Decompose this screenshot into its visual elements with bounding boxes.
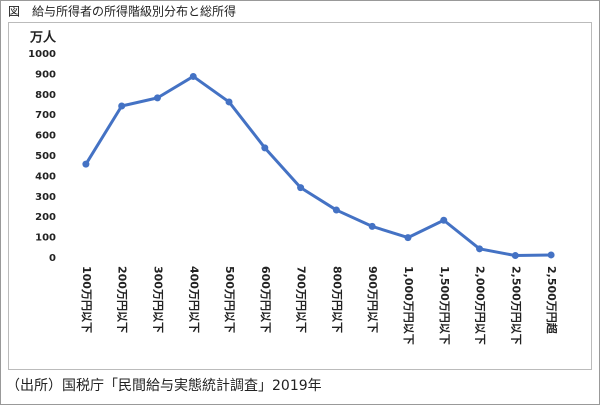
- y-tick-label: 200: [35, 212, 56, 223]
- x-tick-label: 700万円以下: [295, 266, 308, 333]
- y-tick-label: 700: [35, 110, 56, 121]
- data-point: [153, 94, 161, 102]
- data-line: [84, 74, 552, 258]
- chart-title: 図 給与所得者の所得階級別分布と総所得: [8, 4, 236, 19]
- x-tick-label: 200万円以下: [116, 266, 129, 333]
- x-tick-label: 600万円以下: [259, 266, 272, 333]
- data-point: [225, 98, 233, 106]
- x-tick-label: 2,000万円以下: [474, 266, 487, 345]
- x-tick-label: 400万円以下: [187, 266, 200, 333]
- x-tick-label: 1,500万円以下: [438, 266, 451, 345]
- y-tick-label: 100: [35, 233, 56, 244]
- y-tick-label: 500: [35, 151, 56, 162]
- x-tick-label: 800万円以下: [330, 266, 343, 333]
- x-tick-label: 1,000万円以下: [402, 266, 415, 345]
- data-point: [404, 234, 412, 242]
- y-tick-label: 300: [35, 192, 56, 203]
- y-tick-label: 0: [49, 253, 56, 264]
- data-point: [261, 144, 269, 152]
- source-note: （出所）国税庁「民間給与実態統計調査」2019年: [6, 378, 322, 394]
- x-tick-label: 500万円以下: [223, 266, 236, 333]
- y-tick-label: 600: [35, 131, 56, 142]
- data-point: [440, 216, 448, 224]
- data-point: [368, 222, 376, 230]
- y-axis-unit: 万人: [29, 30, 57, 46]
- y-tick-label: 400: [35, 171, 56, 182]
- data-point: [332, 206, 340, 214]
- data-point: [547, 251, 555, 259]
- x-tick-label: 2,500万円超: [545, 266, 559, 335]
- data-point: [82, 160, 90, 168]
- y-tick-label: 900: [35, 69, 56, 80]
- x-tick-label: 300万円以下: [151, 266, 164, 333]
- data-point: [189, 72, 197, 80]
- x-tick-label: 2,500万円以下: [509, 266, 522, 345]
- data-point: [297, 184, 305, 192]
- chart-frame: [8, 22, 592, 370]
- data-point: [476, 245, 484, 253]
- data-point: [511, 252, 519, 260]
- y-tick-label: 1000: [28, 49, 56, 60]
- y-tick-label: 800: [35, 90, 56, 101]
- data-point: [118, 102, 126, 110]
- x-tick-label: 100万円以下: [80, 266, 93, 333]
- x-tick-label: 900万円以下: [366, 266, 379, 333]
